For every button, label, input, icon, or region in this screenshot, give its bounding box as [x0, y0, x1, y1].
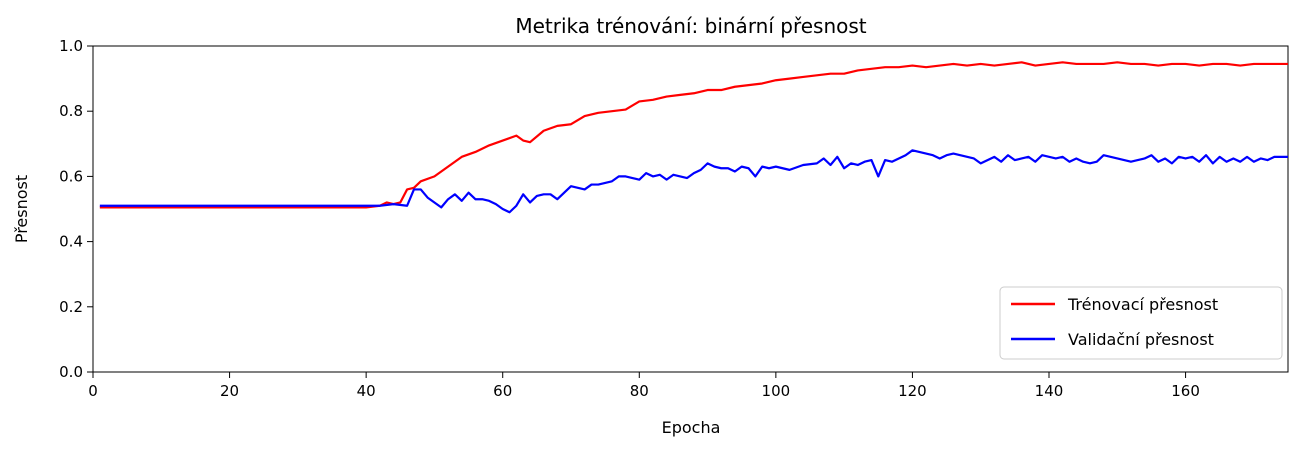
series-line-validation: [99, 149, 1288, 214]
x-tick-label: 100: [762, 382, 791, 400]
x-axis-label: Epocha: [662, 418, 721, 437]
y-tick-label: 0.4: [59, 233, 83, 251]
y-tick-label: 0.8: [59, 102, 83, 120]
x-tick-label: 160: [1171, 382, 1200, 400]
y-tick-label: 1.0: [59, 37, 83, 55]
y-axis: 0.0 0.2 0.4 0.6 0.8 1.0: [59, 37, 93, 381]
y-tick-label: 0.0: [59, 363, 83, 381]
x-tick-label: 40: [357, 382, 376, 400]
x-axis: 0 20 40 60 80 100 120 140 160: [88, 372, 1200, 400]
x-tick-label: 120: [898, 382, 927, 400]
plot-area: [92, 45, 1289, 373]
y-tick-label: 0.6: [59, 167, 83, 185]
chart-title: Metrika trénování: binární přesnost: [515, 14, 866, 38]
legend: Trénovací přesnost Validační přesnost: [999, 286, 1283, 360]
x-tick-label: 20: [220, 382, 239, 400]
x-tick-label: 0: [88, 382, 98, 400]
legend-box: [999, 286, 1283, 360]
legend-label-validation: Validační přesnost: [1068, 330, 1214, 349]
y-tick-label: 0.2: [59, 298, 83, 316]
y-axis-label: Přesnost: [12, 175, 31, 243]
legend-label-training: Trénovací přesnost: [1067, 295, 1218, 314]
x-tick-label: 140: [1035, 382, 1064, 400]
x-tick-label: 80: [630, 382, 649, 400]
series-lines: [99, 61, 1288, 214]
series-line-training: [99, 61, 1288, 209]
x-tick-label: 60: [493, 382, 512, 400]
